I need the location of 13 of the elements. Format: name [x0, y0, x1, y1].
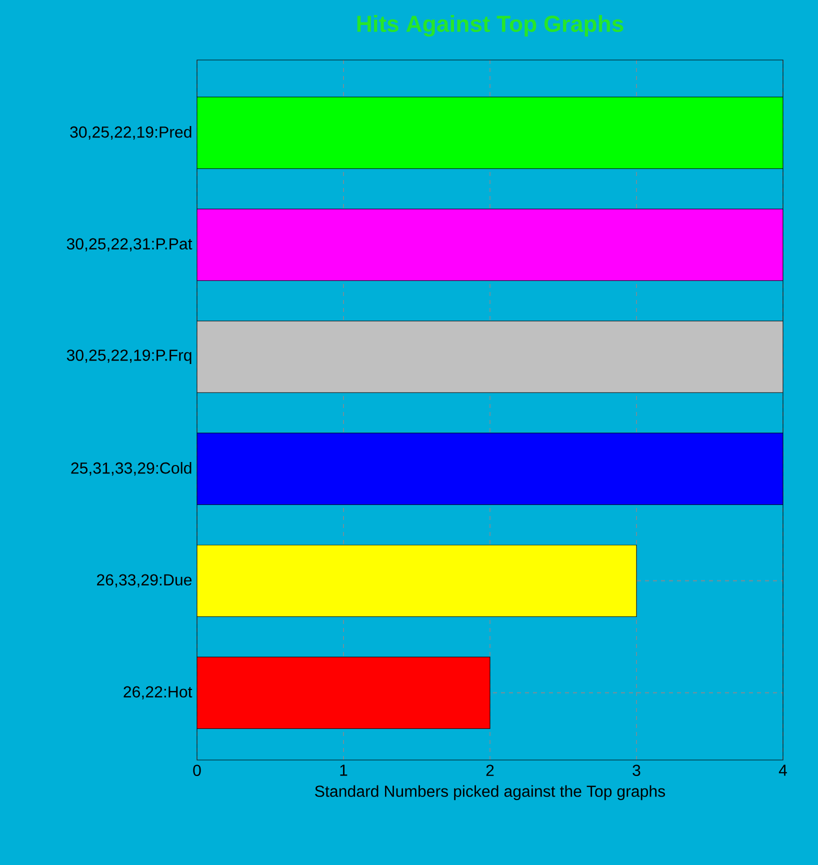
x-tick-label: 3	[632, 764, 640, 776]
y-tick-label: 26,33,29:Due	[97, 574, 192, 588]
chart-title: Hits Against Top Graphs	[357, 15, 624, 37]
x-tick-label: 1	[340, 764, 348, 776]
y-tick-label: 25,31,33,29:Cold	[71, 462, 192, 476]
x-axis-title: Standard Numbers picked against the Top graphs	[315, 785, 666, 800]
y-tick-label: 30,25,22,19:Pred	[70, 126, 192, 140]
x-tick-label: 0	[193, 764, 201, 776]
y-tick-label: 30,25,22,31:P.Pat	[66, 238, 192, 252]
y-tick-label: 26,22:Hot	[124, 686, 192, 700]
y-tick-label: 30,25,22,19:P.Frq	[66, 350, 192, 364]
x-tick-label: 2	[486, 764, 494, 776]
x-tick-label: 4	[778, 764, 787, 776]
